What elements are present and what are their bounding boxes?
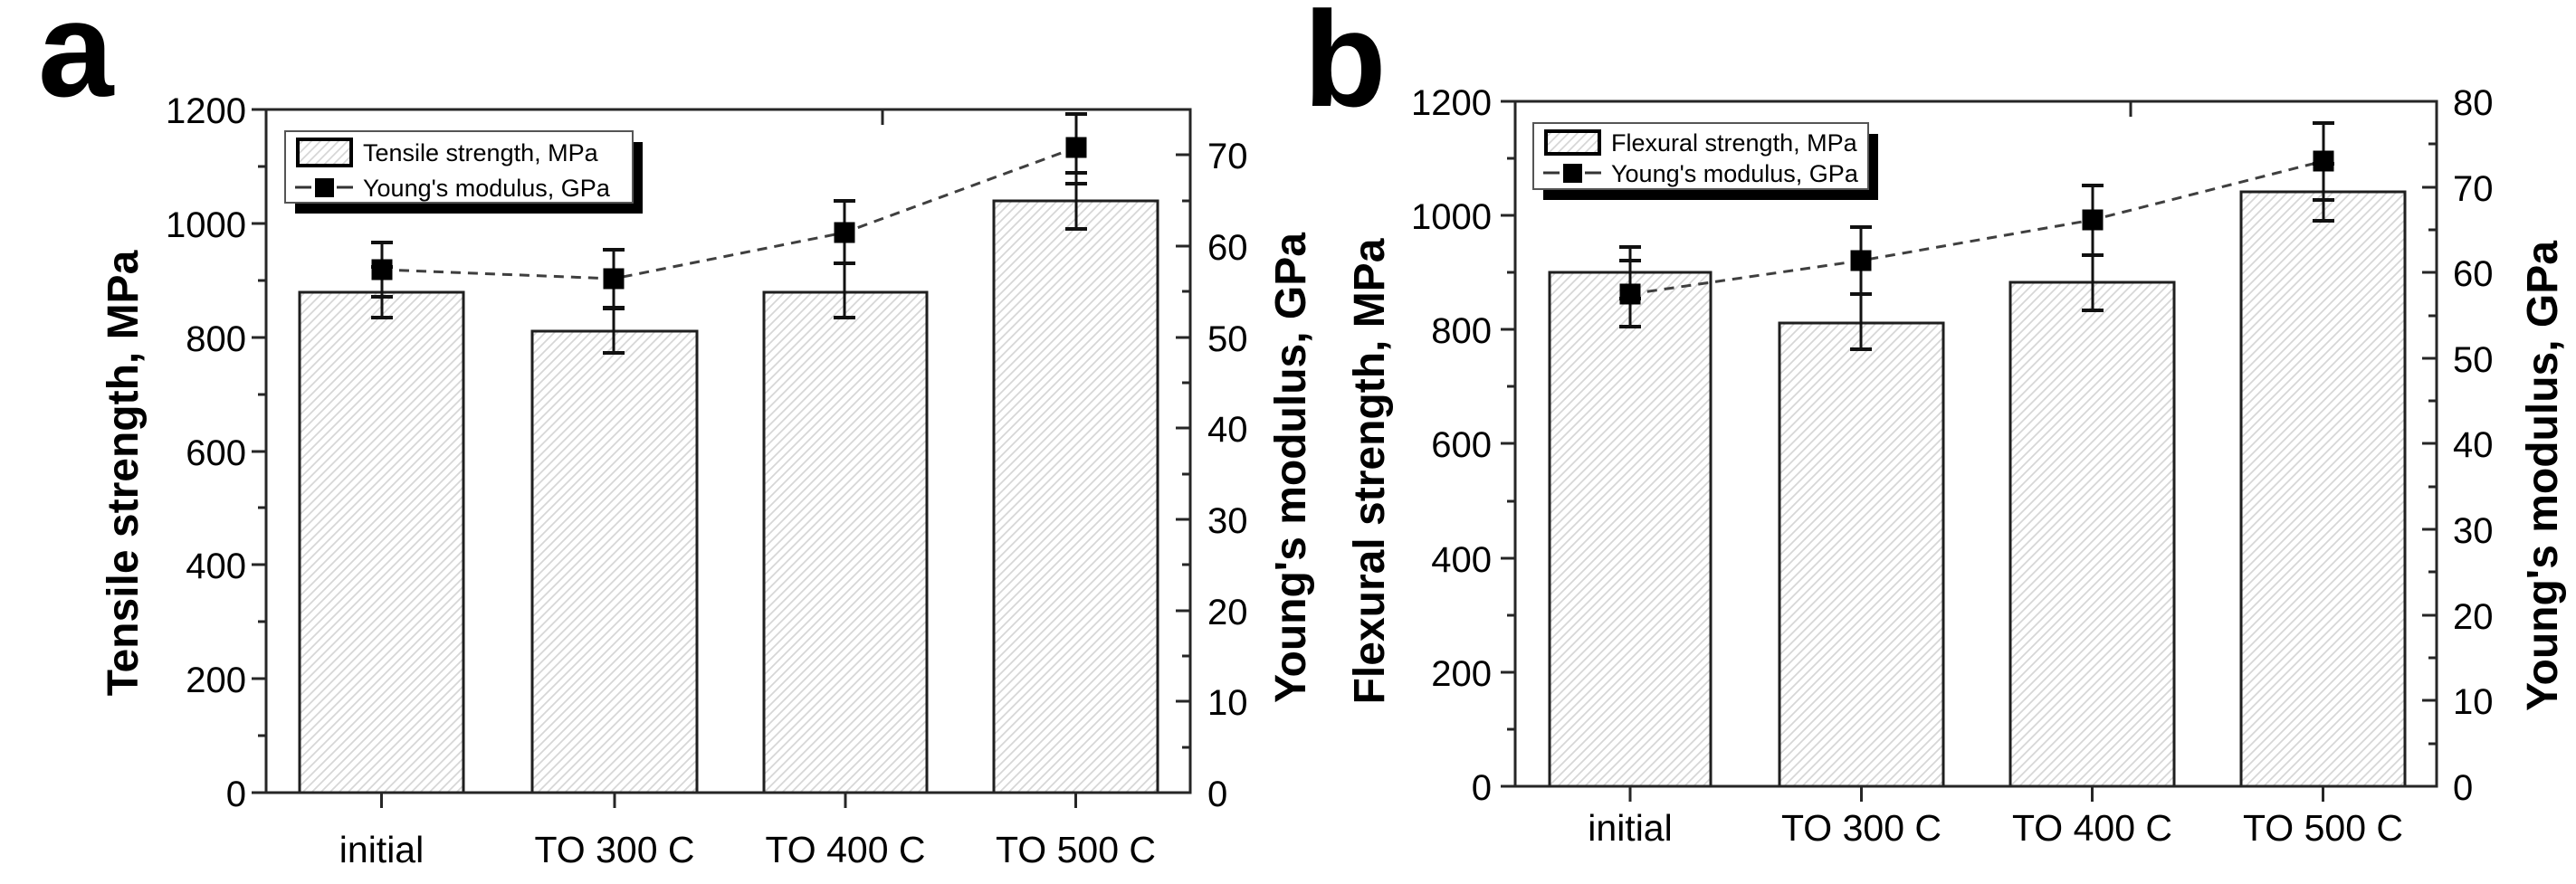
svg-text:60: 60 — [1207, 228, 1248, 268]
svg-text:Young's modulus, GPa: Young's modulus, GPa — [1267, 233, 1315, 703]
svg-text:50: 50 — [1207, 319, 1248, 359]
svg-text:0: 0 — [1472, 768, 1492, 808]
svg-text:50: 50 — [2453, 340, 2494, 380]
svg-text:800: 800 — [186, 319, 246, 359]
svg-text:Young's modulus, GPa: Young's modulus, GPa — [1611, 160, 1859, 187]
svg-text:80: 80 — [2453, 83, 2494, 123]
svg-text:Flexural strength, MPa: Flexural strength, MPa — [1611, 129, 1858, 157]
svg-text:1000: 1000 — [166, 205, 246, 245]
svg-text:TO 400 C: TO 400 C — [2012, 807, 2172, 849]
svg-text:0: 0 — [2453, 768, 2473, 808]
svg-text:70: 70 — [2453, 169, 2494, 209]
svg-text:30: 30 — [1207, 501, 1248, 541]
svg-text:40: 40 — [2453, 425, 2494, 465]
svg-text:200: 200 — [186, 661, 246, 700]
svg-text:TO 400 C: TO 400 C — [766, 829, 926, 870]
svg-text:Young's modulus, GPa: Young's modulus, GPa — [363, 175, 611, 202]
svg-text:TO 300 C: TO 300 C — [1781, 807, 1942, 849]
svg-text:TO 500 C: TO 500 C — [996, 829, 1156, 870]
svg-text:Young's modulus, GPa: Young's modulus, GPa — [2519, 241, 2567, 711]
svg-text:0: 0 — [226, 775, 246, 814]
svg-text:800: 800 — [1431, 311, 1492, 351]
svg-text:0: 0 — [1207, 775, 1227, 814]
svg-text:1200: 1200 — [1411, 83, 1492, 123]
svg-text:a: a — [38, 0, 115, 125]
svg-text:40: 40 — [1207, 410, 1248, 450]
svg-text:1200: 1200 — [166, 91, 246, 131]
svg-text:20: 20 — [2453, 597, 2494, 637]
svg-text:70: 70 — [1207, 137, 1248, 176]
svg-text:200: 200 — [1431, 654, 1492, 694]
svg-text:400: 400 — [186, 547, 246, 586]
svg-text:30: 30 — [2453, 511, 2494, 551]
svg-text:Flexural strength, MPa: Flexural strength, MPa — [1346, 238, 1394, 704]
svg-text:Tensile strength, MPa: Tensile strength, MPa — [100, 250, 148, 696]
svg-text:400: 400 — [1431, 540, 1492, 580]
svg-text:10: 10 — [1207, 683, 1248, 723]
svg-text:60: 60 — [2453, 254, 2494, 294]
svg-text:1000: 1000 — [1411, 197, 1492, 237]
svg-text:initial: initial — [339, 829, 424, 870]
svg-text:600: 600 — [1431, 425, 1492, 465]
svg-text:initial: initial — [1588, 807, 1672, 849]
svg-text:20: 20 — [1207, 593, 1248, 632]
svg-text:10: 10 — [2453, 682, 2494, 722]
svg-text:Tensile strength, MPa: Tensile strength, MPa — [363, 139, 599, 166]
svg-text:600: 600 — [186, 433, 246, 473]
svg-text:b: b — [1303, 0, 1387, 135]
svg-text:TO 300 C: TO 300 C — [535, 829, 695, 870]
svg-text:TO 500 C: TO 500 C — [2243, 807, 2403, 849]
